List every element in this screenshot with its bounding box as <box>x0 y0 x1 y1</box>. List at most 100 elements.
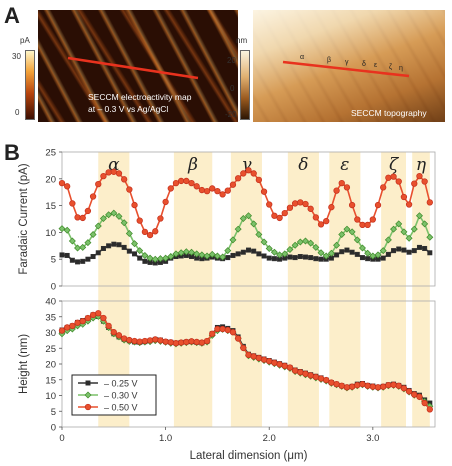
data-point-square <box>69 257 75 263</box>
y-tick-label-height: 40 <box>45 297 56 308</box>
right-colorbar-tick-max: 20 <box>227 56 236 65</box>
data-point-square <box>121 244 127 250</box>
data-point-circle <box>64 324 71 331</box>
data-point-diamond <box>167 253 175 261</box>
data-point-circle <box>390 381 397 388</box>
data-point-circle <box>354 381 361 389</box>
data-point-circle <box>266 201 273 208</box>
data-point-square <box>85 380 91 386</box>
y-tick-label-current: 25 <box>45 148 56 159</box>
left-colorbar-tick-min: 0 <box>15 108 20 117</box>
data-point-circle <box>198 339 206 346</box>
data-point-circle <box>152 228 159 235</box>
data-point-square <box>246 247 252 253</box>
data-point-square <box>111 241 117 247</box>
data-point-circle <box>172 340 180 347</box>
data-point-circle <box>348 383 356 390</box>
data-point-diamond <box>415 212 423 220</box>
data-point-circle <box>395 382 402 389</box>
x-tick-label: 1.0 <box>159 433 172 444</box>
data-point-diamond <box>146 254 154 262</box>
data-point-square <box>380 255 386 261</box>
data-point-circle <box>390 173 397 180</box>
data-point-circle <box>214 325 221 333</box>
data-point-circle <box>380 383 387 390</box>
data-point-circle <box>95 181 102 188</box>
data-point-square <box>251 248 257 254</box>
right-colorbar-tick-mid: 0 <box>230 84 235 93</box>
data-point-square <box>318 256 324 262</box>
data-point-diamond <box>239 214 247 222</box>
data-point-circle <box>400 385 408 392</box>
data-point-circle <box>131 201 138 209</box>
data-point-circle <box>126 336 133 344</box>
band-label: δ <box>298 155 308 175</box>
panel-a-letter: A <box>4 3 20 28</box>
data-point-square <box>287 254 293 260</box>
data-point-circle <box>69 200 76 207</box>
data-point-square <box>225 255 231 261</box>
data-point-diamond <box>374 251 382 259</box>
data-point-circle <box>121 335 128 342</box>
data-point-square <box>256 251 262 257</box>
data-point-diamond <box>68 237 76 245</box>
data-point-square <box>106 243 112 249</box>
highlight-band <box>412 152 430 427</box>
data-point-square <box>313 256 319 262</box>
data-point-circle <box>281 362 288 370</box>
data-point-diamond <box>379 247 387 255</box>
data-point-diamond <box>151 255 159 263</box>
data-point-circle <box>260 356 268 363</box>
y-tick-label-height: 20 <box>45 360 56 371</box>
data-point-diamond <box>105 211 113 219</box>
data-point-square <box>95 250 101 256</box>
data-point-diamond <box>234 225 242 233</box>
data-point-circle <box>286 364 294 371</box>
data-point-circle <box>240 344 247 352</box>
band-label: ε <box>340 155 349 175</box>
data-point-diamond <box>358 244 366 252</box>
data-point-circle <box>411 180 418 187</box>
y-tick-label-height: 5 <box>51 407 56 418</box>
data-point-circle <box>209 185 216 192</box>
site-label-alpha: α <box>300 54 305 61</box>
data-point-circle <box>89 311 97 319</box>
data-point-circle <box>58 179 66 187</box>
data-point-diamond <box>255 231 263 239</box>
data-point-circle <box>178 177 185 185</box>
data-point-square <box>391 248 397 254</box>
y-axis-label-height: Height (nm) <box>18 334 30 394</box>
data-point-circle <box>167 339 174 346</box>
highlight-band <box>287 152 319 427</box>
y-tick-label-current: 5 <box>51 255 56 266</box>
data-point-circle <box>214 187 221 195</box>
data-point-circle <box>354 216 361 223</box>
data-point-circle <box>105 169 112 176</box>
data-point-circle <box>146 231 154 239</box>
data-point-diamond <box>317 249 325 257</box>
data-point-circle <box>281 209 288 217</box>
data-point-circle <box>245 167 252 174</box>
data-point-circle <box>188 338 195 345</box>
data-point-circle <box>400 193 408 201</box>
data-point-square <box>90 254 96 260</box>
data-point-circle <box>338 179 345 187</box>
data-point-circle <box>385 381 392 389</box>
data-point-diamond <box>245 212 252 220</box>
data-point-circle <box>245 351 252 359</box>
data-point-circle <box>333 187 340 194</box>
data-point-circle <box>193 338 200 346</box>
data-point-diamond <box>286 246 294 254</box>
data-point-circle <box>219 191 226 198</box>
left-colorbar-tick-max: 30 <box>12 52 21 61</box>
data-point-circle <box>374 384 382 391</box>
site-label-zeta: ζ <box>389 64 393 71</box>
data-point-square <box>261 253 267 259</box>
data-point-circle <box>291 367 299 374</box>
data-point-square <box>80 258 86 264</box>
data-point-circle <box>374 201 382 209</box>
data-point-circle <box>260 188 268 195</box>
data-point-square <box>302 254 308 260</box>
y-tick-label-current: 15 <box>45 201 56 212</box>
